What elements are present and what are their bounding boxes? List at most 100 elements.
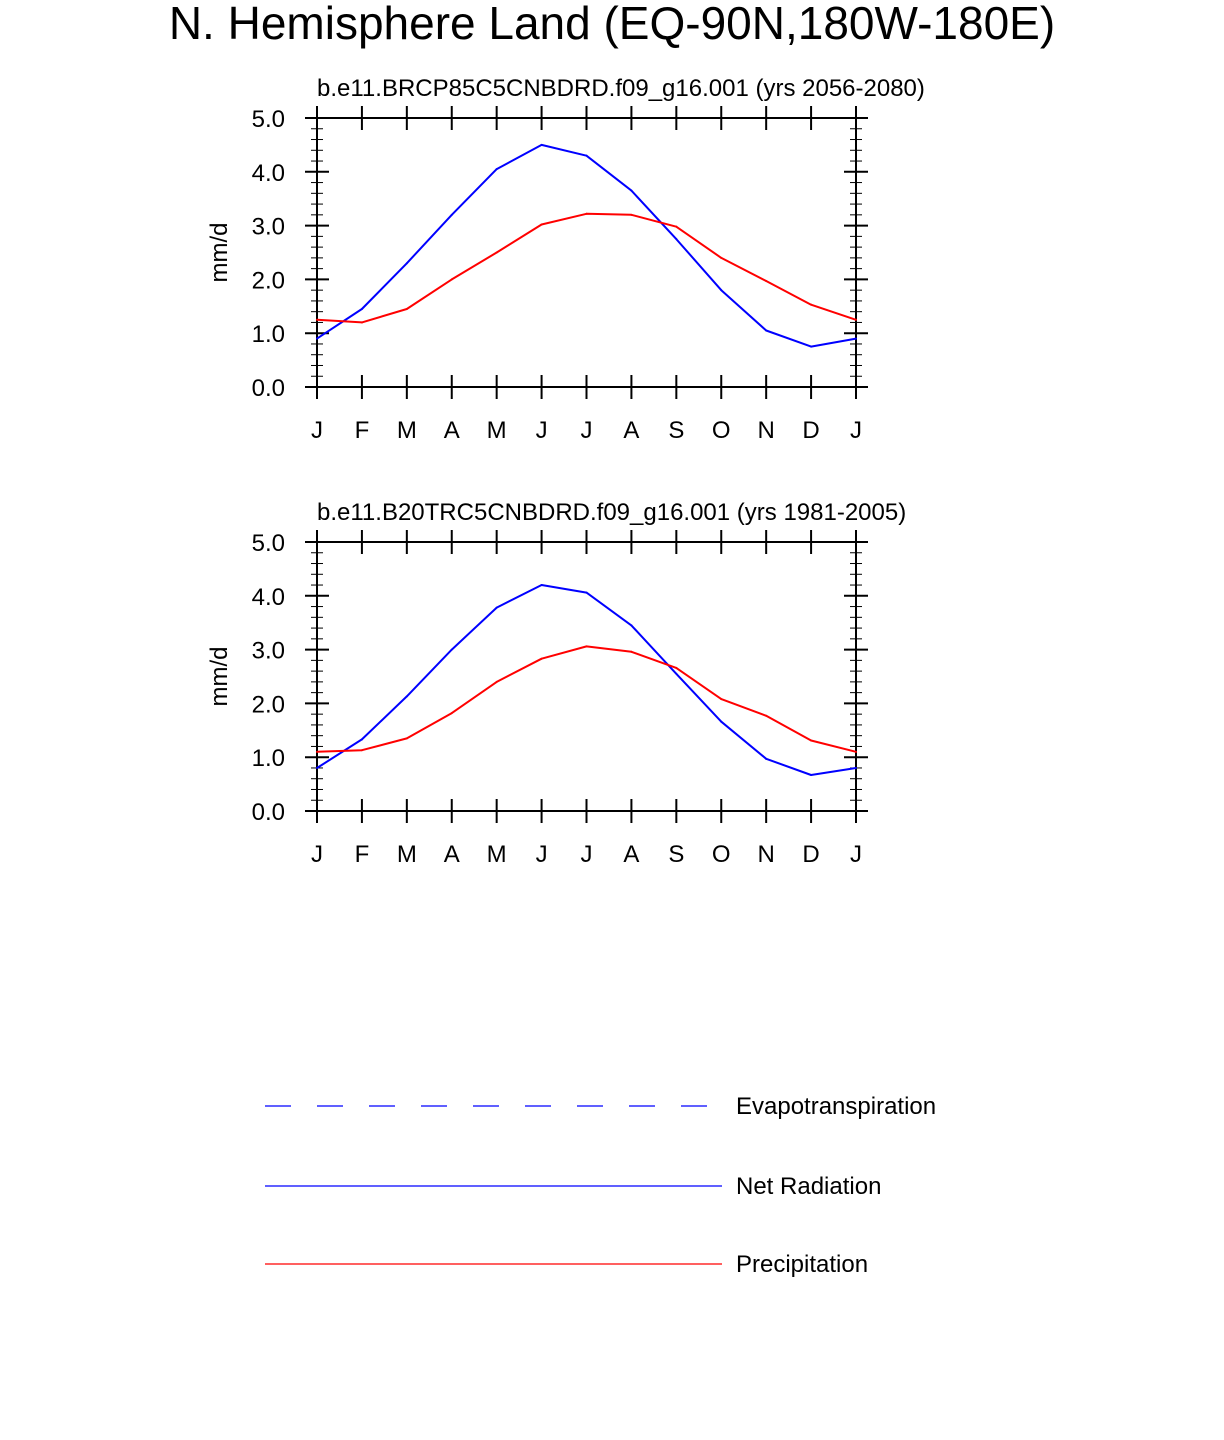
page-title: N. Hemisphere Land (EQ-90N,180W-180E) bbox=[168, 0, 1056, 49]
x-tick-label: M bbox=[397, 417, 417, 444]
data-point-precipitation bbox=[855, 318, 857, 321]
data-point-net-radiation bbox=[540, 584, 543, 587]
series-line-precipitation bbox=[316, 645, 857, 753]
data-point-precipitation bbox=[405, 307, 408, 310]
data-point-precipitation bbox=[316, 750, 318, 753]
data-point-precipitation bbox=[495, 251, 498, 254]
y-tick-label: 4.0 bbox=[252, 584, 285, 611]
x-tick-label: J bbox=[581, 417, 593, 444]
data-point-net-radiation bbox=[316, 337, 318, 340]
data-point-net-radiation bbox=[630, 624, 633, 627]
legend-label-evapotranspiration: Evapotranspiration bbox=[736, 1093, 936, 1120]
y-tick-label: 5.0 bbox=[252, 530, 285, 557]
x-tick-label: O bbox=[712, 417, 731, 444]
x-tick-label: J bbox=[536, 841, 548, 868]
x-tick-label: N bbox=[757, 841, 774, 868]
x-tick-label: A bbox=[444, 417, 460, 444]
data-point-net-radiation bbox=[585, 154, 588, 157]
x-tick-label: S bbox=[668, 841, 684, 868]
x-tick-label: J bbox=[850, 841, 862, 868]
data-point-net-radiation bbox=[405, 262, 408, 265]
data-point-net-radiation bbox=[675, 238, 678, 241]
x-tick-label: J bbox=[850, 417, 862, 444]
x-tick-label: F bbox=[355, 417, 370, 444]
data-point-precipitation bbox=[675, 666, 678, 669]
data-point-net-radiation bbox=[765, 757, 768, 760]
x-tick-label: F bbox=[355, 841, 370, 868]
data-point-net-radiation bbox=[360, 307, 363, 310]
y-axis-label: mm/d bbox=[206, 223, 233, 283]
y-tick-label: 0.0 bbox=[252, 799, 285, 826]
data-point-net-radiation bbox=[720, 720, 723, 723]
data-point-net-radiation bbox=[585, 591, 588, 594]
data-point-net-radiation bbox=[316, 766, 318, 769]
chart-panel-1: b.e11.BRCP85C5CNBDRD.f09_g16.001 (yrs 20… bbox=[206, 75, 925, 444]
x-tick-label: J bbox=[311, 417, 323, 444]
data-point-precipitation bbox=[630, 650, 633, 653]
data-point-net-radiation bbox=[630, 189, 633, 192]
data-point-net-radiation bbox=[855, 337, 857, 340]
data-point-precipitation bbox=[540, 223, 543, 226]
data-point-precipitation bbox=[765, 280, 768, 283]
data-point-precipitation bbox=[450, 278, 453, 281]
chart-title: b.e11.B20TRC5CNBDRD.f09_g16.001 (yrs 198… bbox=[317, 499, 906, 526]
x-tick-label: M bbox=[397, 841, 417, 868]
x-tick-label: J bbox=[581, 841, 593, 868]
series-line-net-radiation bbox=[316, 584, 857, 776]
data-point-precipitation bbox=[810, 303, 813, 306]
data-point-net-radiation bbox=[450, 213, 453, 216]
data-point-precipitation bbox=[405, 737, 408, 740]
data-point-net-radiation bbox=[810, 773, 813, 776]
x-tick-label: D bbox=[802, 841, 819, 868]
x-tick-label: M bbox=[487, 417, 507, 444]
data-point-net-radiation bbox=[855, 766, 857, 769]
data-point-net-radiation bbox=[720, 289, 723, 292]
data-point-net-radiation bbox=[360, 738, 363, 741]
legend-label-precipitation: Precipitation bbox=[736, 1251, 868, 1278]
data-point-precipitation bbox=[316, 318, 318, 321]
plot-frame bbox=[316, 117, 857, 388]
legend-label-net-radiation: Net Radiation bbox=[736, 1173, 881, 1200]
series-line-net-radiation bbox=[316, 143, 857, 348]
data-point-net-radiation bbox=[495, 606, 498, 609]
plot-frame bbox=[316, 541, 857, 812]
y-tick-label: 2.0 bbox=[252, 691, 285, 718]
x-tick-label: J bbox=[311, 841, 323, 868]
chart-title: b.e11.BRCP85C5CNBDRD.f09_g16.001 (yrs 20… bbox=[317, 75, 925, 102]
data-point-precipitation bbox=[360, 321, 363, 324]
data-point-net-radiation bbox=[765, 329, 768, 332]
y-tick-label: 4.0 bbox=[252, 160, 285, 187]
x-tick-label: O bbox=[712, 841, 731, 868]
data-point-precipitation bbox=[630, 213, 633, 216]
data-point-precipitation bbox=[810, 739, 813, 742]
y-tick-label: 1.0 bbox=[252, 745, 285, 772]
x-tick-label: N bbox=[757, 417, 774, 444]
data-point-precipitation bbox=[765, 714, 768, 717]
legend: Evapotranspiration Net Radiation Precipita… bbox=[265, 1093, 936, 1278]
data-point-net-radiation bbox=[810, 345, 813, 348]
data-point-precipitation bbox=[675, 225, 678, 228]
data-point-precipitation bbox=[540, 657, 543, 660]
data-point-precipitation bbox=[855, 750, 857, 753]
y-tick-label: 3.0 bbox=[252, 638, 285, 665]
y-tick-label: 0.0 bbox=[252, 375, 285, 402]
data-point-precipitation bbox=[720, 256, 723, 259]
y-tick-label: 1.0 bbox=[252, 321, 285, 348]
x-tick-label: J bbox=[536, 417, 548, 444]
data-point-precipitation bbox=[720, 698, 723, 701]
y-tick-label: 2.0 bbox=[252, 267, 285, 294]
data-point-precipitation bbox=[360, 749, 363, 752]
data-point-precipitation bbox=[585, 645, 588, 648]
x-tick-label: D bbox=[802, 417, 819, 444]
data-point-net-radiation bbox=[405, 695, 408, 698]
chart-panel-2: b.e11.B20TRC5CNBDRD.f09_g16.001 (yrs 198… bbox=[206, 499, 906, 868]
data-point-net-radiation bbox=[450, 648, 453, 651]
x-tick-label: S bbox=[668, 417, 684, 444]
x-tick-label: A bbox=[444, 841, 460, 868]
data-point-precipitation bbox=[450, 712, 453, 715]
data-point-net-radiation bbox=[675, 672, 678, 675]
data-point-net-radiation bbox=[495, 168, 498, 171]
series-line-precipitation bbox=[316, 212, 857, 324]
x-tick-label: M bbox=[487, 841, 507, 868]
